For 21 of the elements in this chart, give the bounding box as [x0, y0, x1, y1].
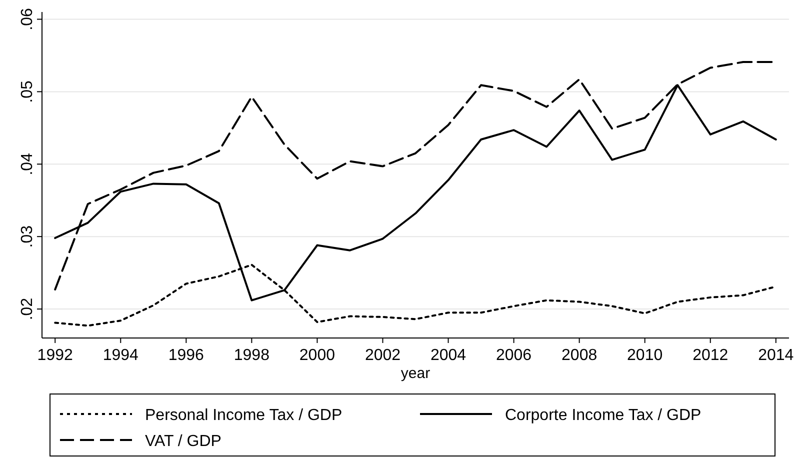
x-tick-label: 2008 [562, 347, 598, 364]
y-tick-label: .03 [19, 225, 36, 248]
x-tick-label: 1992 [37, 347, 74, 364]
y-tick-label: .06 [19, 8, 36, 30]
legend-label: Corporte Income Tax / GDP [505, 407, 702, 424]
legend-label: Personal Income Tax / GDP [145, 407, 342, 424]
x-tick-label: 2010 [627, 347, 663, 364]
x-tick-label: 2006 [496, 347, 532, 364]
x-tick-label: 1994 [102, 347, 139, 364]
x-tick-label: 2000 [299, 347, 336, 364]
x-tick-label: 2014 [758, 347, 794, 364]
y-tick-label: .04 [19, 152, 36, 176]
y-tick-label: .05 [19, 80, 36, 103]
x-tick-label: 1996 [168, 347, 204, 364]
x-tick-label: 2004 [430, 347, 466, 364]
x-tick-label: 2002 [364, 347, 401, 364]
x-tick-label: 2012 [692, 347, 728, 364]
x-axis-title: year [400, 365, 430, 382]
legend-label: VAT / GDP [145, 433, 222, 450]
y-tick-label: .02 [19, 298, 36, 320]
x-tick-label: 1998 [234, 347, 270, 364]
